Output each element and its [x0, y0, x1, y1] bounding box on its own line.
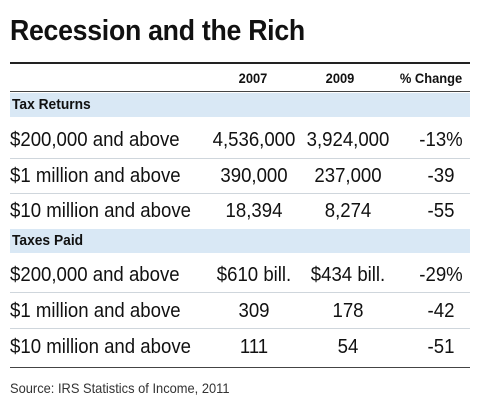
value-pct-change: -39: [427, 165, 455, 187]
page-title: Recession and the Rich: [10, 15, 305, 47]
source-note: Source: IRS Statistics of Income, 2011: [10, 380, 230, 396]
value-pct-change: -13%: [419, 129, 463, 151]
top-rule: [10, 62, 470, 64]
section-bar-tax-returns: Tax Returns: [10, 93, 470, 117]
header-rule: [10, 91, 470, 92]
table-row: $1 million and above 390,000 237,000 -39: [10, 158, 470, 194]
value-2009: 8,274: [324, 200, 372, 222]
row-divider: [10, 292, 470, 293]
table-row: $1 million and above 309 178 -42: [10, 293, 470, 329]
value-2009: 237,000: [314, 165, 382, 187]
value-pct-change: -55: [427, 200, 455, 222]
table-row: $200,000 and above 4,536,000 3,924,000 -…: [10, 122, 470, 158]
column-header-pct-change: % Change: [399, 70, 463, 86]
section-bar-taxes-paid: Taxes Paid: [10, 229, 470, 253]
bottom-rule: [10, 367, 470, 368]
value-2009: $434 bill.: [310, 264, 386, 286]
row-label: $10 million and above: [10, 336, 191, 358]
value-2009: 3,924,000: [306, 129, 390, 151]
section-label: Tax Returns: [12, 96, 91, 113]
value-pct-change: -51: [427, 336, 455, 358]
row-divider: [10, 328, 470, 329]
value-2009: 54: [337, 336, 359, 358]
value-2007: 4,536,000: [212, 129, 296, 151]
value-2007: 18,394: [225, 200, 283, 222]
row-label: $1 million and above: [10, 300, 181, 322]
value-2007: $610 bill.: [216, 264, 292, 286]
value-2009: 178: [332, 300, 364, 322]
row-divider: [10, 158, 470, 159]
value-pct-change: -42: [427, 300, 455, 322]
value-2007: 309: [238, 300, 270, 322]
table-row: $10 million and above 111 54 -51: [10, 329, 470, 365]
column-header-2009: 2009: [325, 70, 355, 86]
value-2007: 390,000: [220, 165, 288, 187]
row-label: $200,000 and above: [10, 264, 180, 286]
row-divider: [10, 193, 470, 194]
table-row: $10 million and above 18,394 8,274 -55: [10, 193, 470, 229]
row-label: $200,000 and above: [10, 129, 180, 151]
section-label: Taxes Paid: [12, 232, 84, 249]
value-2007: 111: [239, 336, 269, 358]
row-label: $1 million and above: [10, 165, 181, 187]
table-row: $200,000 and above $610 bill. $434 bill.…: [10, 257, 470, 293]
value-pct-change: -29%: [419, 264, 463, 286]
column-header-2007: 2007: [238, 70, 268, 86]
row-label: $10 million and above: [10, 200, 191, 222]
